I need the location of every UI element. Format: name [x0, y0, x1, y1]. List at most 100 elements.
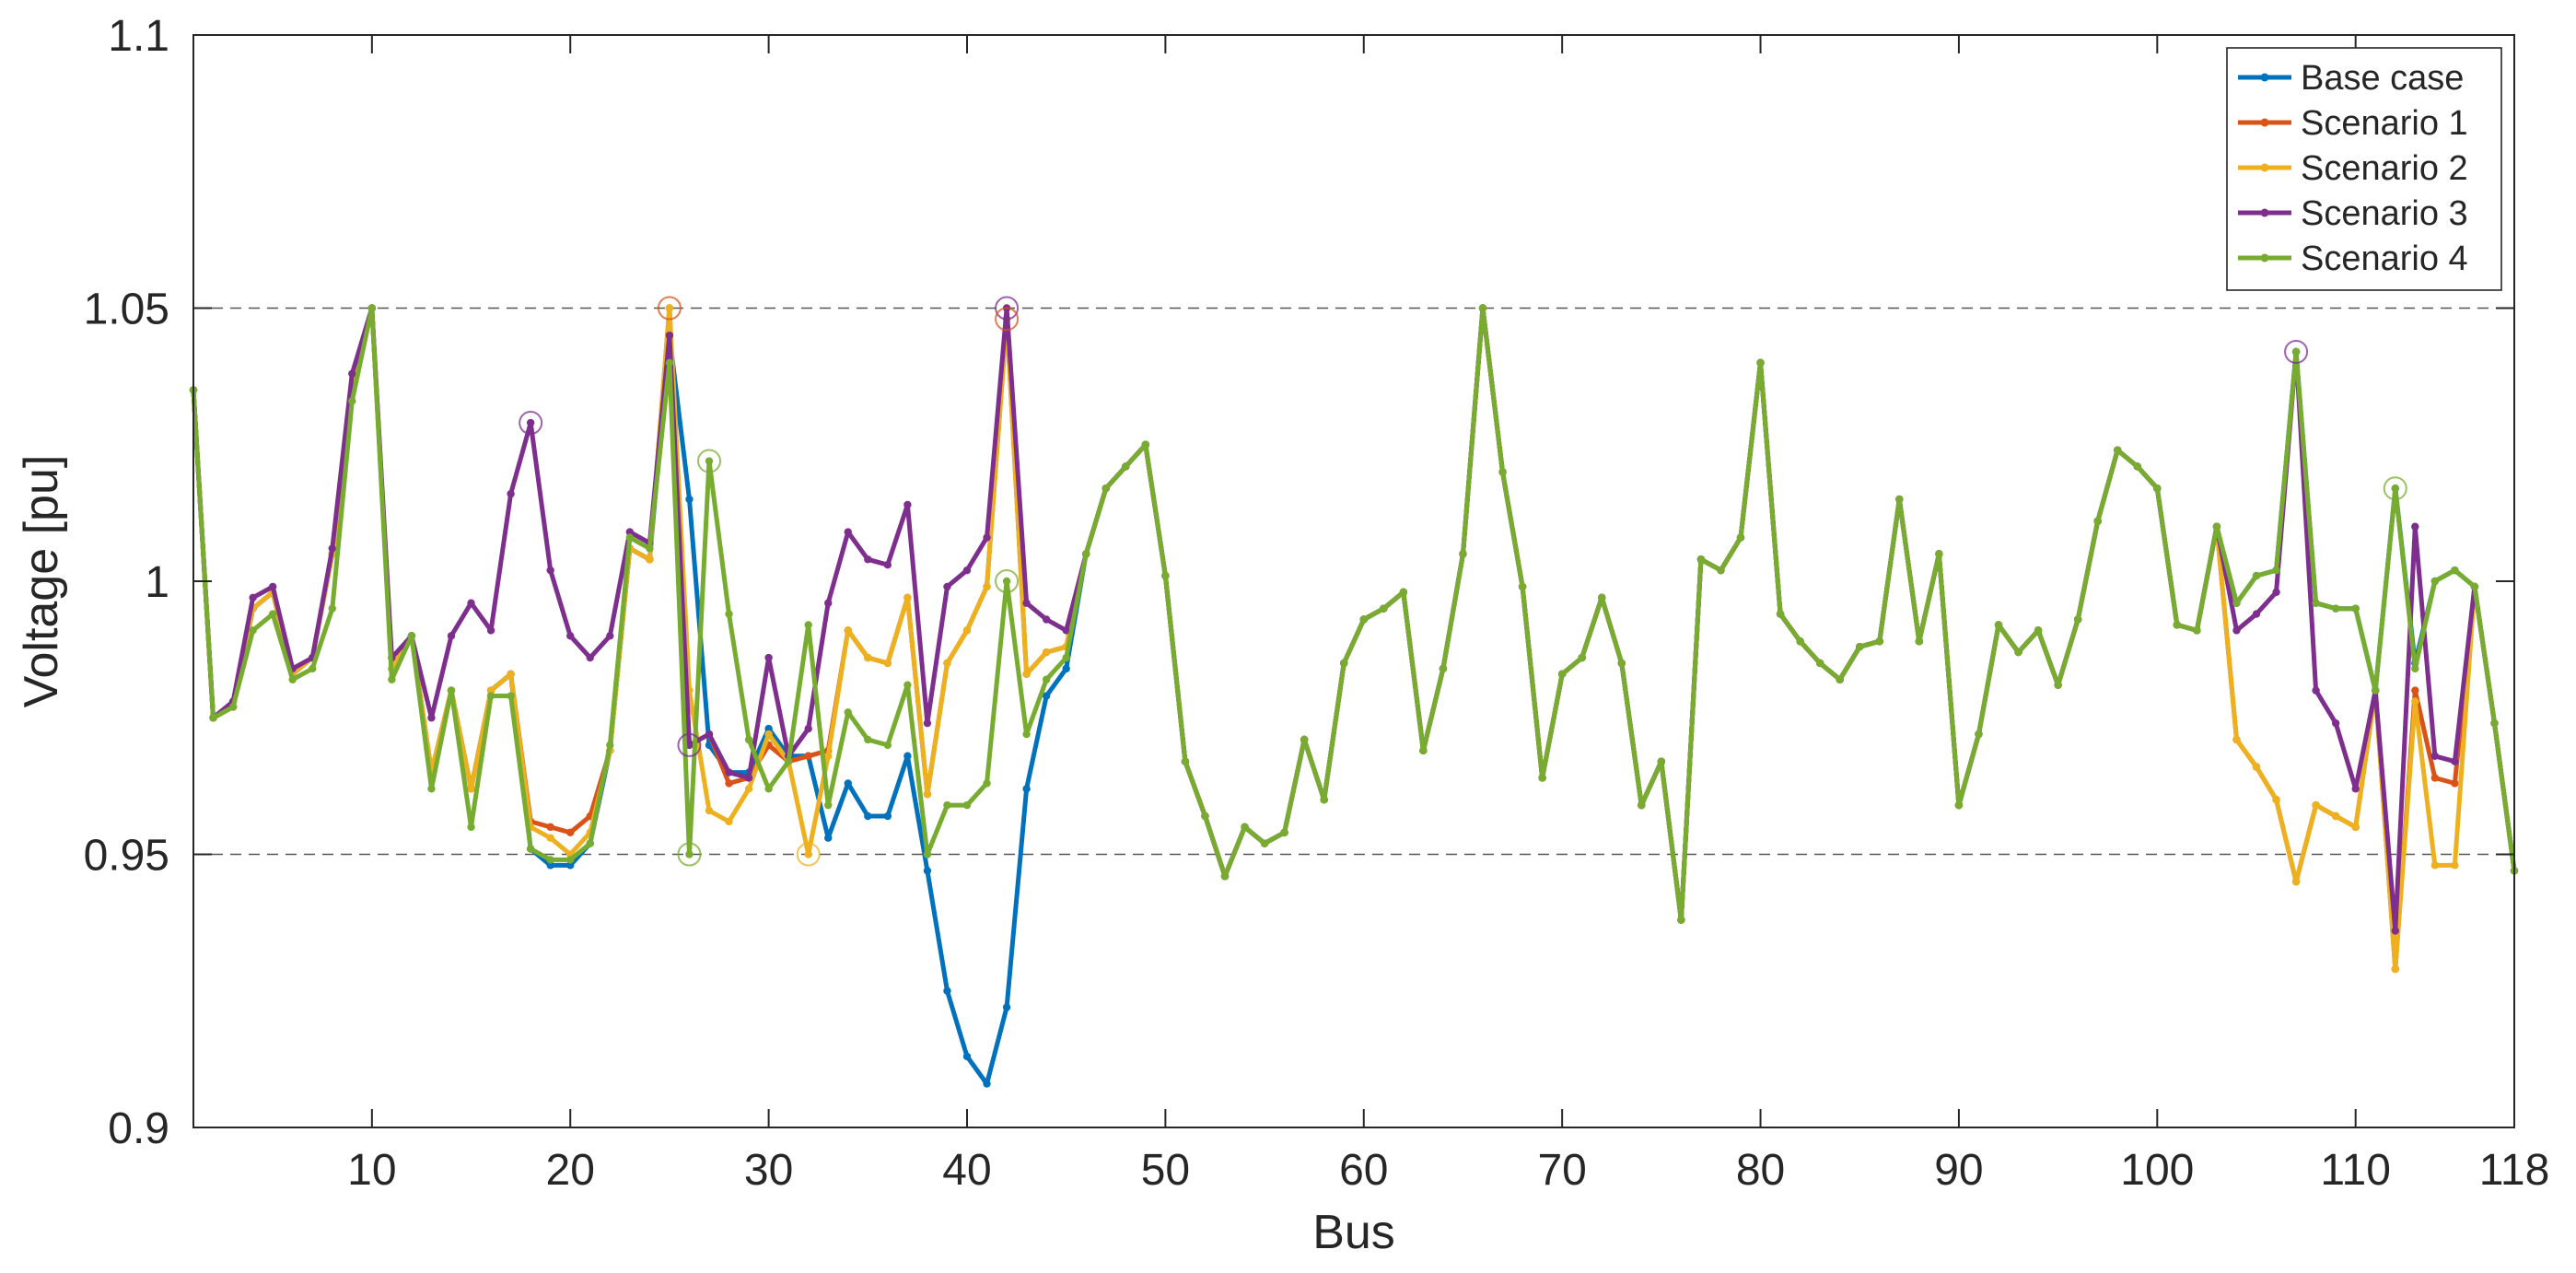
data-point [209, 714, 217, 722]
data-point [546, 856, 554, 864]
highlight-markers [519, 296, 2407, 867]
data-point [923, 850, 932, 858]
data-point [268, 610, 277, 618]
data-point [1557, 670, 1567, 679]
data-point [2391, 484, 2399, 493]
data-point [943, 800, 951, 810]
x-axis-title: Bus [1312, 1206, 1395, 1259]
data-point [447, 686, 456, 695]
data-point [2312, 599, 2320, 607]
data-point [328, 544, 336, 553]
data-point [844, 528, 852, 536]
x-tick-label: 110 [2320, 1146, 2391, 1195]
data-point [606, 741, 614, 750]
data-point [2291, 877, 2301, 886]
highlight-marker [2284, 339, 2309, 364]
data-point [1380, 604, 1388, 613]
data-point [2153, 484, 2162, 493]
data-point [685, 495, 694, 504]
data-point [2272, 588, 2280, 597]
x-tick-label: 100 [2120, 1146, 2194, 1195]
data-point [625, 528, 635, 536]
data-point [407, 632, 416, 640]
data-point [1915, 637, 1924, 646]
data-point [864, 735, 872, 744]
data-point [467, 785, 475, 793]
data-point [943, 987, 951, 995]
data-point [705, 730, 714, 739]
x-tick-label: 70 [1537, 1146, 1586, 1195]
data-point [804, 850, 812, 858]
data-point [625, 533, 635, 542]
y-tick-label: 0.95 [84, 832, 169, 881]
data-point [903, 500, 912, 509]
highlight-marker [2383, 476, 2407, 501]
data-point [447, 632, 456, 640]
data-point [665, 304, 674, 312]
data-point [646, 555, 654, 564]
data-point [2391, 964, 2399, 974]
data-point [1954, 800, 1964, 810]
data-point [2411, 664, 2419, 673]
y-tick-label: 1 [145, 558, 169, 607]
highlight-marker [796, 842, 821, 867]
data-point [744, 735, 753, 744]
data-point [2470, 582, 2479, 591]
legend-item: Scenario 1 [2238, 104, 2468, 143]
legend-label: Scenario 4 [2301, 239, 2468, 278]
data-point [1815, 659, 1824, 668]
data-point [1161, 571, 1170, 580]
data-point [1638, 800, 1646, 810]
data-point [883, 659, 892, 668]
highlight-marker [519, 411, 543, 436]
data-point [962, 800, 972, 810]
data-point [665, 331, 674, 340]
data-point [1082, 550, 1090, 558]
data-point [546, 834, 554, 842]
data-point [1975, 730, 1983, 739]
data-point [486, 626, 495, 635]
data-point [1796, 637, 1804, 646]
data-point [1042, 675, 1051, 683]
data-point [962, 566, 972, 575]
data-point [1856, 642, 1864, 651]
data-point [2232, 735, 2241, 744]
data-point [526, 845, 535, 853]
data-point [1935, 550, 1943, 558]
x-tick-label: 118 [2479, 1146, 2550, 1195]
data-point [923, 718, 932, 728]
data-point [903, 752, 912, 760]
data-point [2252, 610, 2261, 618]
data-point [2232, 599, 2241, 607]
highlight-marker [677, 732, 702, 757]
data-point [1181, 757, 1190, 765]
data-point [427, 714, 436, 722]
x-tick-label: 20 [546, 1146, 595, 1195]
data-point [804, 724, 812, 733]
data-point [1002, 1003, 1011, 1011]
data-point [1994, 621, 2003, 629]
legend-label: Scenario 1 [2301, 104, 2468, 143]
data-point [348, 397, 356, 405]
data-point [646, 544, 654, 553]
data-point [586, 839, 594, 847]
data-point [2351, 785, 2360, 793]
data-point [1201, 812, 1209, 821]
data-point [249, 626, 257, 635]
data-point [486, 686, 495, 695]
data-point [1022, 670, 1031, 679]
data-point [2014, 648, 2022, 657]
data-point [507, 489, 515, 498]
data-point [2133, 462, 2141, 471]
data-point [844, 626, 852, 635]
data-point [962, 626, 972, 635]
data-point [824, 834, 833, 842]
data-point [943, 582, 951, 591]
data-point [1002, 577, 1011, 586]
data-point [1578, 653, 1586, 662]
data-point [2252, 571, 2261, 580]
data-point [744, 774, 753, 782]
legend: Base case Scenario 1 Scenario 2 Scenario 3 S… [2226, 47, 2502, 291]
highlight-marker [995, 296, 1020, 321]
data-point [1062, 664, 1070, 673]
